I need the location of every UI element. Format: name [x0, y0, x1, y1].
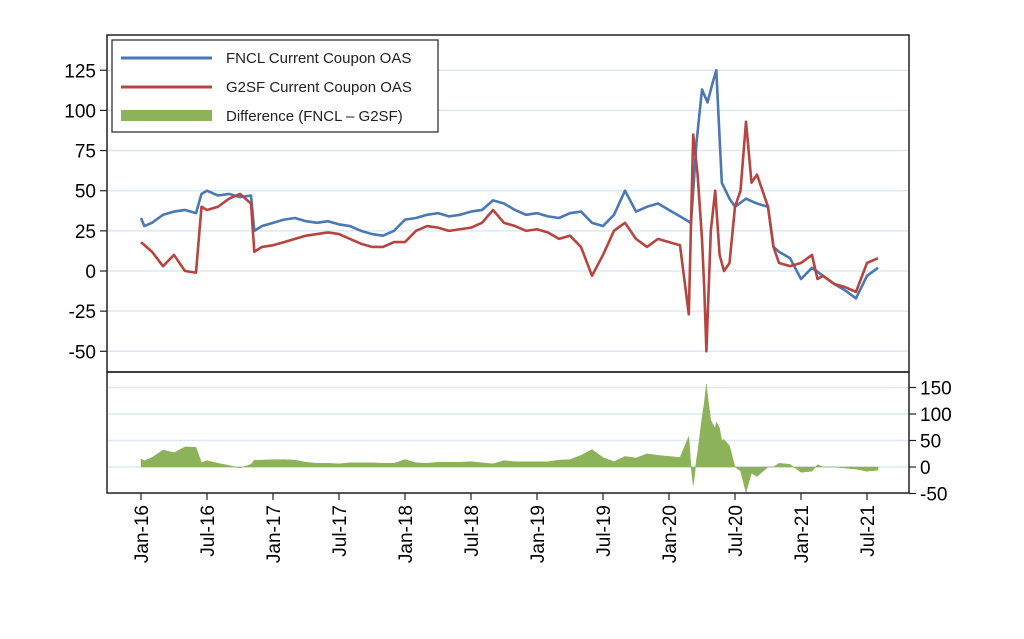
legend-diff-swatch — [121, 110, 212, 121]
legend-fncl-label: FNCL Current Coupon OAS — [226, 50, 411, 67]
x-tick-label: Jul-20 — [726, 505, 747, 557]
bottom-y-tick-label: 100 — [920, 405, 952, 426]
x-tick-label: Jul-19 — [594, 505, 615, 557]
g2sf-line — [140, 120, 879, 353]
top-y-tick-label: 0 — [85, 262, 96, 283]
bottom-y-tick-label: 0 — [920, 458, 931, 479]
x-tick-label: Jul-18 — [462, 505, 483, 557]
legend-diff-label: Difference (FNCL – G2SF) — [226, 108, 403, 125]
legend-g2sf-label: G2SF Current Coupon OAS — [226, 79, 412, 96]
top-y-tick-label: 50 — [75, 182, 96, 203]
x-axis: Jan-16 Jul-16 Jan-17 Jul-17 Jan-18 Jul-18 Jan-… — [132, 493, 879, 563]
top-y-tick-label: -50 — [69, 342, 96, 363]
bottom-y-axis: 150 100 50 0 -50 — [909, 379, 952, 506]
bottom-y-tick-label: -50 — [920, 485, 947, 506]
bottom-y-tick-label: 150 — [920, 379, 952, 400]
x-tick-label: Jul-17 — [330, 505, 351, 557]
difference-area — [140, 383, 879, 494]
bottom-panel-frame — [106, 371, 910, 494]
series-lines — [139, 68, 879, 353]
x-tick-label: Jan-16 — [132, 505, 153, 563]
top-y-tick-label: 25 — [75, 222, 96, 243]
x-tick-label: Jan-19 — [528, 505, 549, 563]
legend: FNCL Current Coupon OAS G2SF Current Cou… — [111, 39, 439, 133]
x-tick-label: Jan-18 — [396, 505, 417, 563]
difference-area-fill — [140, 383, 879, 494]
gridlines — [108, 69, 908, 495]
x-tick-label: Jan-21 — [792, 505, 813, 563]
x-tick-label: Jan-17 — [264, 505, 285, 563]
x-tick-label: Jul-16 — [198, 505, 219, 557]
top-y-tick-label: 100 — [64, 101, 96, 122]
top-y-axis: 125 100 75 50 25 0 -25 -50 — [64, 61, 107, 363]
x-tick-label: Jul-21 — [858, 505, 879, 557]
bottom-y-tick-label: 50 — [920, 432, 941, 453]
top-y-tick-label: 75 — [75, 142, 96, 163]
top-y-tick-label: 125 — [64, 61, 96, 82]
x-tick-label: Jan-20 — [660, 505, 681, 563]
top-y-tick-label: -25 — [69, 302, 96, 323]
